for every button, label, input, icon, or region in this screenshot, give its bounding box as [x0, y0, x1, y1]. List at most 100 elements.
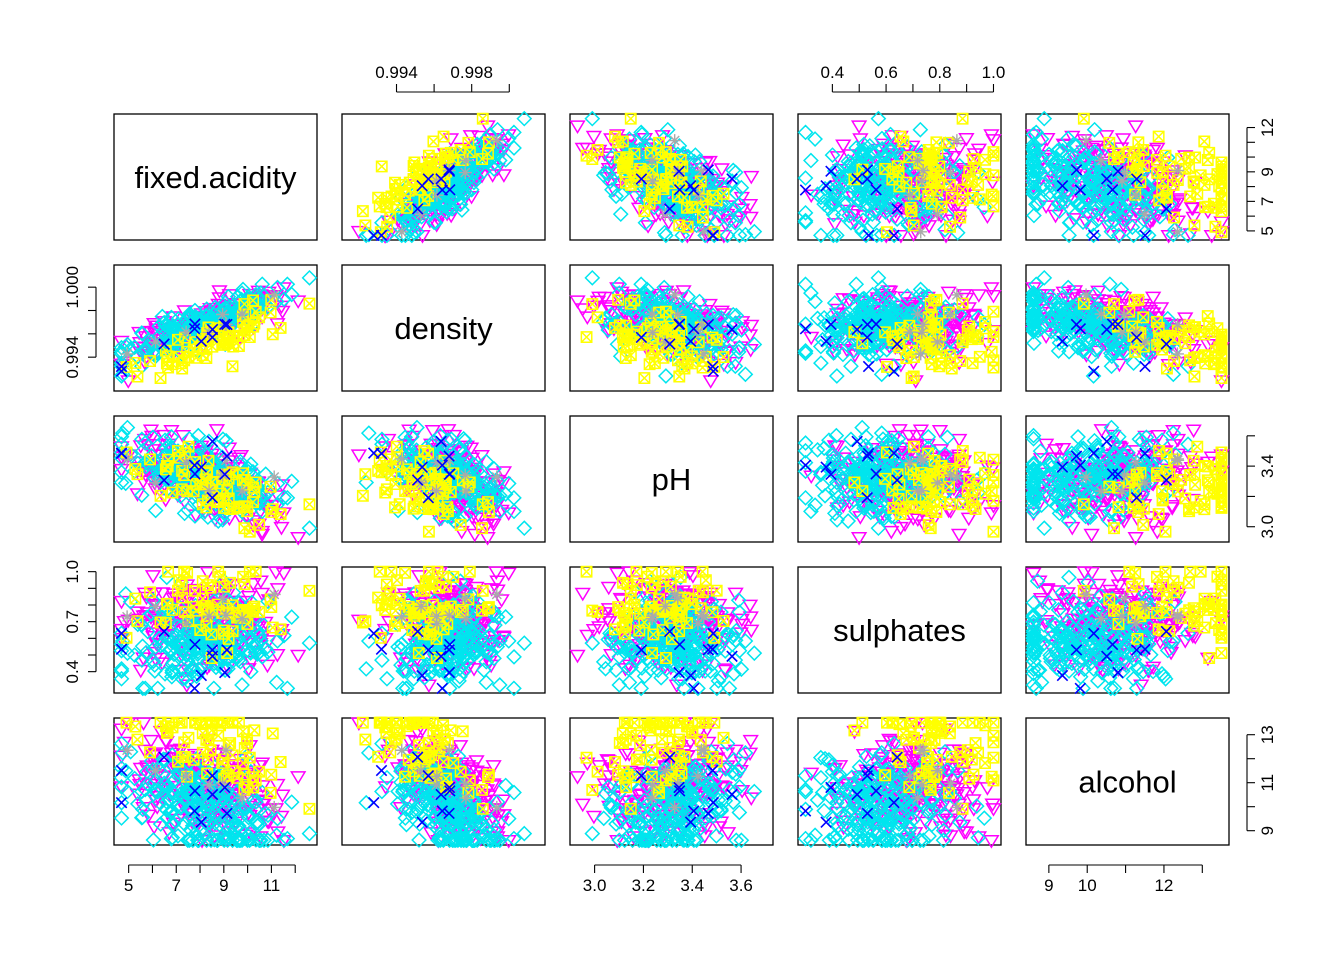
data-point-104: [1025, 129, 1042, 143]
data-point-24: [476, 112, 489, 125]
data-point-518: [797, 204, 814, 221]
data-point-143: [938, 159, 955, 174]
data-point-537: [120, 347, 134, 361]
data-point-3: [870, 183, 882, 196]
data-point-521: [809, 186, 826, 203]
data-point-35: [638, 205, 651, 218]
data-point-536: [459, 153, 473, 167]
data-point-475: [856, 136, 872, 153]
data-point-463: [406, 224, 422, 241]
data-point-7: [375, 229, 388, 242]
data-point-482: [816, 196, 833, 213]
data-point-177: [421, 215, 439, 229]
data-point-512: [472, 137, 489, 154]
data-point-535: [903, 188, 917, 202]
data-point-69: [671, 190, 684, 203]
data-point-26: [482, 136, 495, 149]
data-point-321: [851, 219, 867, 236]
data-point-42: [1103, 136, 1116, 149]
data-point-524: [797, 170, 814, 186]
data-point-73: [985, 188, 998, 201]
data-point-78: [620, 151, 633, 164]
data-point-3: [673, 183, 686, 196]
data-point-154: [945, 151, 963, 165]
data-point-470: [686, 153, 703, 170]
data-point-531: [490, 134, 504, 148]
data-point-535: [903, 325, 917, 339]
data-point-317: [1103, 223, 1120, 240]
data-point-528: [889, 211, 906, 227]
data-point-431: [301, 269, 318, 286]
data-point-2: [820, 180, 832, 192]
data-point-530: [916, 163, 930, 177]
data-point-138: [1185, 211, 1202, 226]
data-point-317: [119, 419, 136, 436]
data-point-74: [482, 147, 494, 160]
data-point-8: [851, 173, 863, 185]
data-point-472: [398, 214, 415, 230]
data-point-351: [147, 502, 164, 519]
data-point-17: [856, 163, 869, 176]
data-point-493: [637, 214, 654, 231]
data-point-455: [730, 207, 747, 224]
data-point-353: [824, 147, 841, 163]
data-point-2: [684, 180, 697, 192]
data-point-526: [835, 206, 851, 223]
data-point-8: [435, 173, 447, 185]
data-point-133: [1064, 130, 1081, 145]
data-point-64: [956, 183, 969, 196]
data-point-520: [874, 130, 890, 147]
data-point-504: [857, 197, 874, 214]
data-point-67: [1179, 337, 1192, 350]
panel-fixed.acidity-vs-density: [341, 113, 546, 241]
data-point-519: [807, 131, 823, 147]
data-point-431: [870, 110, 887, 127]
data-point-365: [828, 368, 845, 384]
data-point-508: [430, 201, 447, 218]
data-point-68: [591, 143, 604, 156]
panel-pH-vs-sulphates: [797, 415, 1002, 543]
data-point-323: [848, 276, 865, 293]
data-point-492: [860, 196, 876, 213]
data-point-63: [708, 226, 721, 239]
data-point-516: [850, 184, 867, 201]
data-point-528: [688, 211, 704, 227]
data-point-139: [1114, 133, 1132, 147]
data-point-8: [726, 173, 738, 185]
data-point-33: [1203, 146, 1216, 159]
data-point-486: [877, 184, 894, 201]
data-point-145: [741, 329, 759, 343]
data-point-81: [350, 449, 368, 463]
data-point-167: [1149, 142, 1166, 157]
scatter-panel-r1-c4: [1025, 269, 1230, 389]
data-point-230: [829, 151, 846, 165]
data-point-182: [1183, 201, 1200, 216]
data-point-535: [430, 188, 444, 202]
data-point-316: [1061, 227, 1077, 244]
data-point-66: [403, 176, 416, 189]
data-point-50: [893, 180, 906, 193]
data-point-466: [714, 179, 730, 196]
data-point-0: [861, 164, 874, 176]
panel-sulphates-vs-sulphates: [797, 566, 1002, 694]
data-point-24: [1077, 112, 1090, 125]
data-point-145: [741, 199, 759, 213]
data-point-31: [717, 187, 730, 200]
data-point-163: [713, 163, 730, 177]
data-point-234: [647, 209, 665, 223]
data-point-252: [1168, 197, 1186, 211]
data-point-334: [813, 355, 829, 371]
data-point-351: [612, 206, 629, 223]
data-point-472: [797, 214, 814, 230]
data-point-394: [803, 152, 819, 169]
data-point-457: [821, 200, 837, 217]
data-point-160: [826, 218, 844, 232]
data-point-198: [970, 143, 988, 158]
data-point-533: [149, 335, 163, 349]
data-point-16: [1188, 370, 1201, 383]
panel-density-vs-density: [341, 264, 546, 392]
data-point-174: [1111, 230, 1128, 244]
data-point-381: [600, 165, 617, 182]
data-point-229: [1039, 132, 1056, 147]
